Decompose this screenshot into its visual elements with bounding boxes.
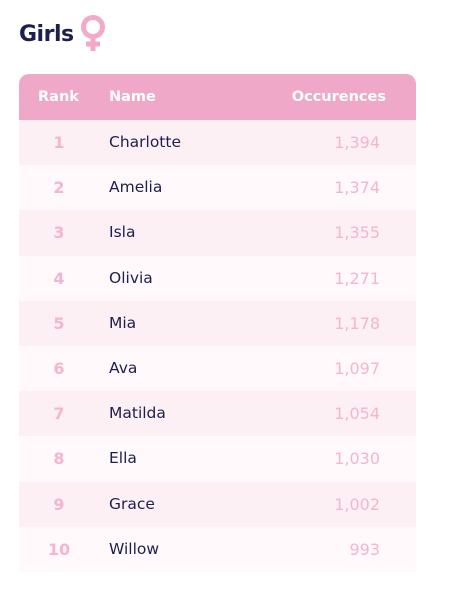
table-row: 9 Grace 1,002 — [19, 481, 416, 527]
occurences-cell: 1,271 — [334, 268, 380, 288]
rank-cell: 6 — [53, 358, 65, 378]
rank-cell: 4 — [53, 268, 65, 288]
rank-cell: 9 — [53, 494, 65, 514]
occurences-cell: 1,002 — [334, 494, 380, 514]
rank-cell: 1 — [53, 133, 65, 152]
table-row: 4 Olivia 1,271 — [19, 255, 416, 301]
name-cell: Mia — [109, 313, 137, 332]
names-table: Rank Name Occurences 1 Charlotte 1,394 2… — [19, 74, 416, 574]
table-body: 1 Charlotte 1,394 2 Amelia 1,374 3 Isla … — [19, 120, 416, 572]
table-row: 6 Ava 1,097 — [19, 345, 416, 392]
name-cell: Isla — [109, 223, 136, 242]
name-cell: Charlotte — [109, 133, 181, 151]
table-row: 2 Amelia 1,374 — [19, 165, 416, 211]
occurences-cell: 1,374 — [334, 178, 380, 198]
occurences-cell: 1,054 — [334, 404, 380, 424]
section-header: Girls — [19, 14, 108, 54]
column-header-occurences: Occurences — [291, 89, 386, 105]
table-row: 7 Matilda 1,054 — [19, 391, 416, 437]
rank-cell: 8 — [53, 449, 65, 469]
table-header: Rank Name Occurences — [19, 74, 416, 120]
female-symbol-icon — [78, 14, 108, 54]
occurences-cell: 1,097 — [334, 358, 380, 378]
occurences-cell: 993 — [349, 539, 380, 559]
rank-cell: 3 — [53, 223, 65, 243]
name-cell: Ava — [109, 358, 138, 377]
rank-cell: 2 — [53, 178, 65, 198]
table-row: 8 Ella 1,030 — [19, 436, 416, 482]
table-row: 5 Mia 1,178 — [19, 300, 416, 346]
rank-cell: 5 — [53, 313, 65, 333]
column-header-rank: Rank — [38, 89, 79, 105]
occurences-cell: 1,394 — [334, 133, 380, 152]
occurences-cell: 1,178 — [334, 313, 380, 333]
table-row: 1 Charlotte 1,394 — [19, 120, 416, 166]
name-cell: Matilda — [109, 404, 166, 423]
name-cell: Grace — [109, 494, 155, 513]
name-cell: Olivia — [109, 268, 153, 287]
column-header-name: Name — [109, 89, 156, 105]
name-cell: Willow — [109, 539, 160, 558]
name-cell: Amelia — [109, 178, 163, 197]
occurences-cell: 1,030 — [334, 449, 380, 469]
rank-cell: 7 — [53, 404, 65, 424]
page-title: Girls — [19, 21, 74, 47]
occurences-cell: 1,355 — [334, 223, 380, 243]
rank-cell: 10 — [47, 539, 71, 559]
table-row: 10 Willow 993 — [19, 526, 416, 572]
name-cell: Ella — [109, 449, 137, 468]
table-row: 3 Isla 1,355 — [19, 210, 416, 256]
